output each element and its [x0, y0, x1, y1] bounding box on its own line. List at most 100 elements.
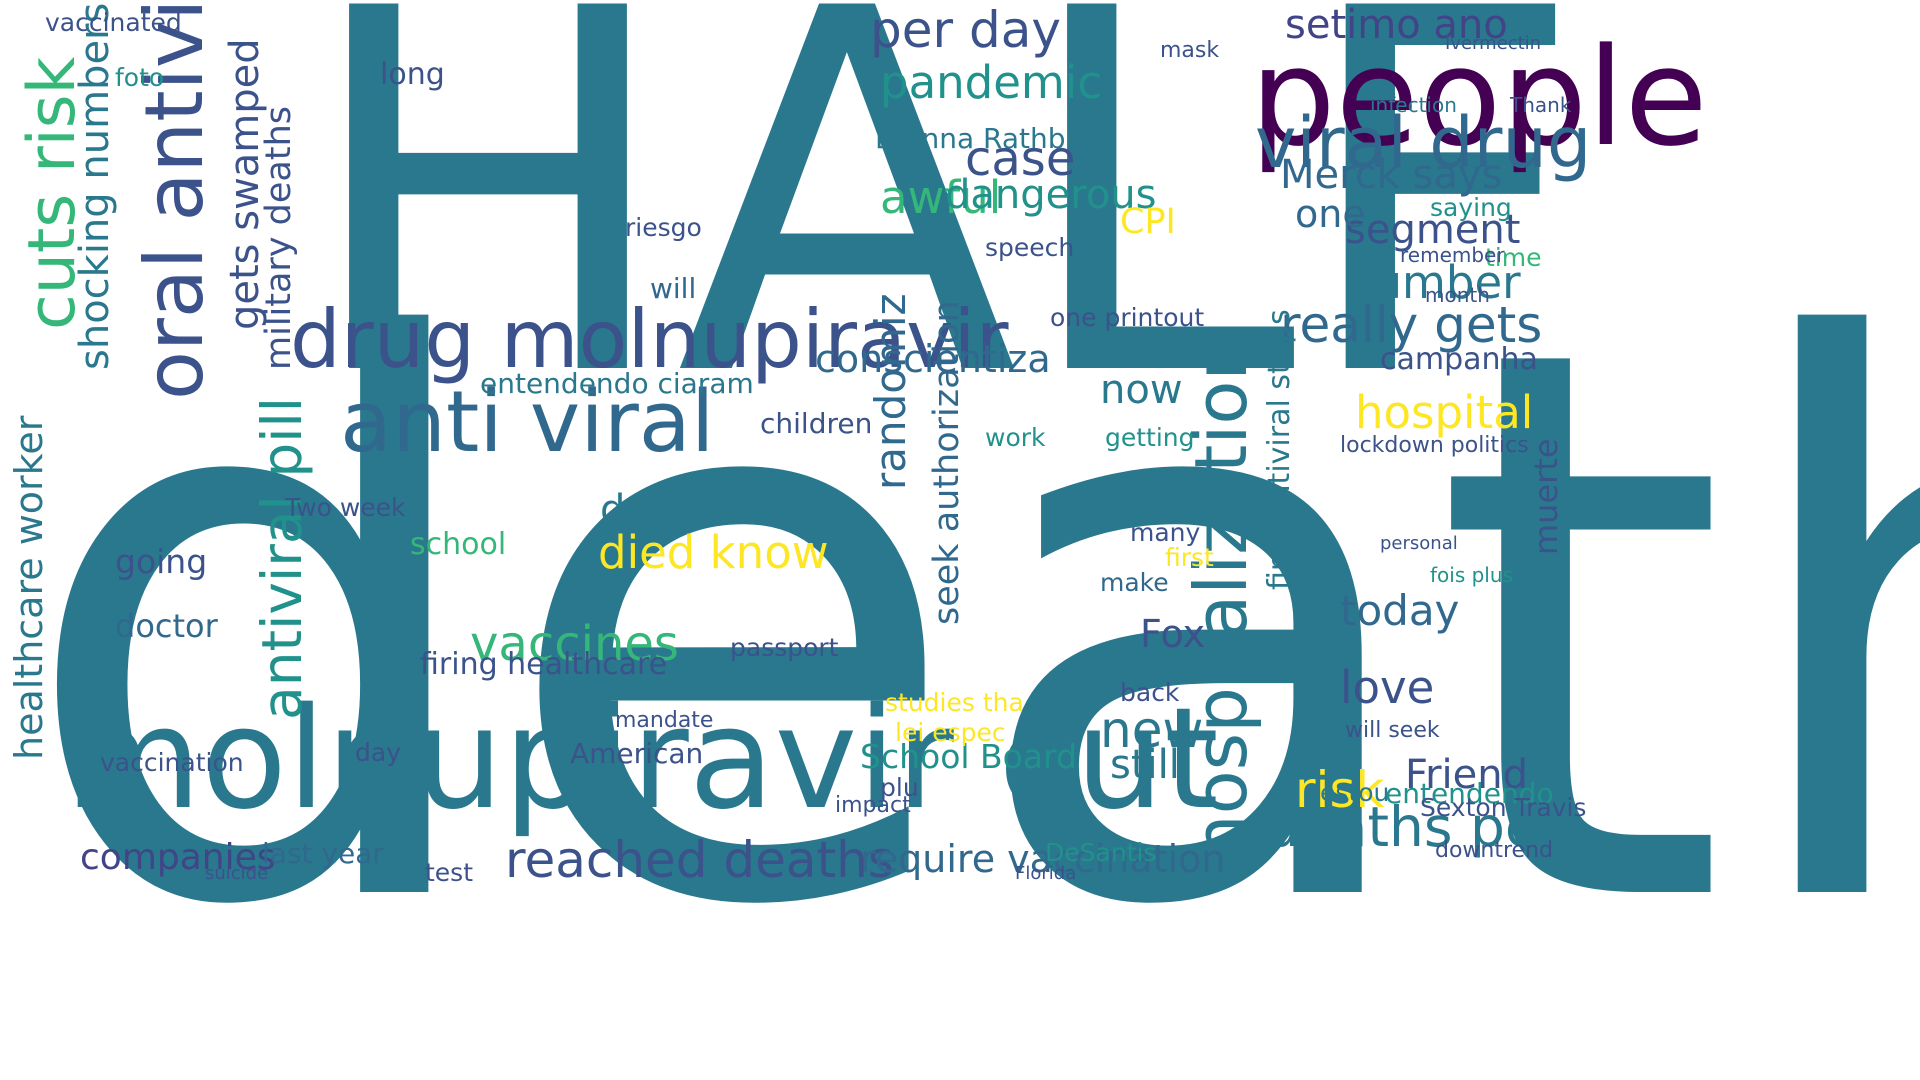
cloud-word: estou — [1320, 778, 1390, 807]
cloud-word: test — [425, 858, 474, 887]
cloud-word: doctor — [115, 607, 218, 645]
cloud-word: muerte — [1527, 438, 1565, 555]
cloud-word: foto — [115, 63, 165, 92]
cloud-word: hospitalization — [1179, 334, 1263, 860]
cloud-word: died know — [598, 526, 829, 579]
cloud-word: first — [1165, 543, 1214, 572]
cloud-word: campanha — [1380, 342, 1538, 377]
cloud-word: suicide — [205, 863, 269, 884]
cloud-word: speech — [985, 233, 1075, 262]
cloud-word: deaths per — [1265, 795, 1562, 859]
cloud-word: now — [1100, 367, 1183, 413]
cloud-word: day — [355, 738, 401, 767]
cloud-word: antiviral pill — [250, 396, 314, 720]
cloud-word: Ivermectin — [1445, 33, 1542, 54]
cloud-word: today — [1340, 586, 1460, 635]
cloud-word: segment — [1345, 207, 1521, 253]
cloud-word: saying — [1430, 193, 1512, 222]
cloud-word: downtrend — [1435, 838, 1553, 863]
cloud-word: one — [1295, 192, 1366, 236]
cloud-word: riesgo — [625, 213, 702, 242]
cloud-word: love — [1340, 661, 1435, 714]
cloud-word: entendendo ciaram — [480, 367, 754, 400]
cloud-word: case — [965, 131, 1076, 187]
cloud-word: number — [1345, 256, 1521, 309]
cloud-word: awful — [880, 171, 1002, 224]
cloud-word: companies — [80, 837, 276, 878]
cloud-word: remember — [1400, 243, 1505, 267]
cloud-word: Thank — [1510, 93, 1572, 117]
cloud-word: first antiviral stops — [1262, 309, 1297, 590]
cloud-word: last year — [262, 837, 384, 870]
cloud-word: lockdown politics — [1340, 433, 1529, 458]
cloud-word: drug molnupiravir — [290, 293, 1009, 386]
cloud-word: risk — [1295, 761, 1385, 819]
cloud-word: anti viral — [340, 373, 715, 472]
cloud-word: Merck says — [1280, 152, 1503, 198]
cloud-word: will seek — [1345, 718, 1440, 743]
cloud-word: passport — [730, 633, 839, 662]
cloud-word: CPI — [1120, 202, 1176, 242]
cloud-word: seek authorization — [927, 300, 967, 625]
cloud-word: make — [1100, 568, 1169, 597]
cloud-word: military deaths — [259, 105, 299, 370]
cloud-word: pandemic — [880, 56, 1102, 109]
cloud-word: plu — [880, 773, 919, 802]
cloud-word: shocking numbers — [72, 2, 118, 370]
cloud-word: Dianna Rathburn — [875, 122, 1113, 155]
cloud-word: getting — [1105, 423, 1195, 452]
cloud-word: healthcare worker — [7, 415, 51, 760]
cloud-word: randomiz — [866, 293, 915, 490]
cloud-word: dangerous — [945, 172, 1157, 218]
cloud-word: per day — [870, 1, 1061, 59]
cloud-word: entendendo — [1385, 777, 1554, 810]
cloud-word: impact — [835, 793, 911, 818]
cloud-word: month — [1425, 283, 1490, 307]
cloud-word: studies tha — [885, 688, 1024, 717]
cloud-word: lei espec — [895, 718, 1006, 747]
cloud-word: school — [410, 527, 507, 562]
cloud-word: children — [760, 407, 873, 440]
cloud-word: personal — [1380, 533, 1458, 554]
cloud-word: people — [1250, 19, 1708, 176]
cloud-word: infection — [1370, 93, 1457, 117]
cloud-word: molnupiravir cut — [65, 678, 1219, 841]
cloud-word: vaccinated — [45, 8, 182, 37]
cloud-word: long — [380, 57, 445, 92]
cloud-word: viral drug — [1255, 102, 1592, 184]
cloud-word: fois plus — [1430, 563, 1513, 587]
cloud-word: one printout — [1050, 303, 1205, 332]
cloud-word: Florida — [1015, 863, 1077, 884]
cloud-word: really gets — [1280, 296, 1543, 354]
cloud-word: vaccines — [470, 616, 679, 672]
cloud-word: will — [650, 272, 697, 305]
cloud-word: conscientiza — [815, 337, 1051, 381]
cloud-word: Friend — [1405, 752, 1529, 798]
cloud-word: HALF — [300, 0, 1585, 486]
cloud-word: going — [115, 542, 208, 581]
cloud-word: new — [1100, 701, 1204, 759]
cloud-word: many — [1130, 518, 1201, 547]
cloud-word: oral antivi — [128, 0, 221, 400]
cloud-word: Sexton Travis — [1420, 793, 1587, 822]
cloud-word: reached deaths — [505, 831, 894, 889]
cloud-word: death — [15, 188, 1920, 1072]
cloud-word: setimo ano — [1285, 2, 1508, 48]
cloud-word: Fox — [1140, 612, 1206, 656]
cloud-word: data — [600, 487, 691, 533]
cloud-word: School Board — [860, 737, 1078, 776]
cloud-word: vaccination — [100, 748, 244, 777]
cloud-word: mandate — [615, 708, 714, 733]
cloud-word: hospital — [1355, 386, 1534, 439]
cloud-word: Two week — [285, 493, 406, 522]
cloud-word: American — [570, 737, 704, 770]
cloud-word: still — [1110, 742, 1180, 788]
cloud-word: DeSantis — [1045, 838, 1157, 867]
cloud-word: work — [985, 423, 1046, 452]
cloud-word: firing healthcare — [420, 647, 668, 682]
cloud-word: mask — [1160, 38, 1220, 63]
cloud-word: back — [1120, 678, 1180, 707]
cloud-word: require vaccination — [860, 837, 1226, 881]
cloud-word: time — [1485, 243, 1542, 272]
